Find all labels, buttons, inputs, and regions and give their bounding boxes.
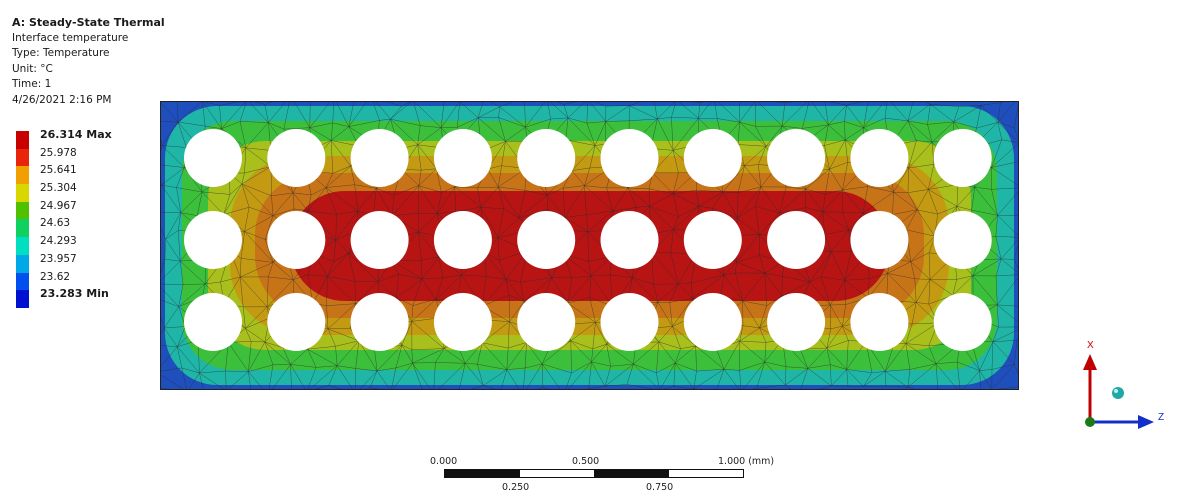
coordinate-triad[interactable]: X Z	[1070, 338, 1170, 438]
legend-label: 24.293	[40, 235, 77, 248]
legend-swatch	[16, 184, 29, 202]
contour-band-red	[290, 191, 890, 301]
hole	[267, 293, 326, 351]
legend-swatch	[16, 131, 29, 149]
z-axis-arrow-head	[1138, 415, 1154, 429]
hole	[767, 129, 826, 187]
hole	[933, 129, 992, 187]
hole	[517, 129, 576, 187]
hole	[850, 129, 909, 187]
hole	[683, 293, 742, 351]
legend-swatch	[16, 272, 29, 291]
hole	[600, 129, 659, 187]
hole	[184, 293, 242, 351]
legend-label: 25.641	[40, 164, 77, 177]
hole	[267, 211, 326, 269]
hole	[433, 129, 492, 187]
hole	[350, 211, 409, 269]
hole	[350, 129, 409, 187]
hole	[517, 293, 576, 351]
result-unit: Unit: °C	[12, 62, 53, 75]
hole	[683, 129, 742, 187]
scale-label-250: 0.250	[502, 482, 530, 493]
y-axis-origin-dot	[1085, 417, 1095, 427]
legend-label: 23.62	[40, 270, 71, 283]
hole	[850, 293, 909, 351]
z-axis-label: Z	[1158, 412, 1164, 423]
scale-bar: 0.000 0.500 1.000 (mm) 0.250 0.750	[430, 456, 790, 496]
legend-swatch	[16, 254, 29, 273]
scale-segment-1	[445, 470, 520, 477]
legend-min-label: 23.283 Min	[40, 287, 109, 301]
x-axis-label: X	[1087, 340, 1094, 351]
plate-outline	[160, 101, 1019, 390]
legend-swatch	[16, 219, 29, 238]
scale-label-0: 0.000	[430, 456, 458, 467]
hole	[850, 211, 909, 269]
hole	[600, 211, 659, 269]
legend-label: 24.63	[40, 217, 71, 230]
scale-segment-3	[594, 470, 669, 477]
scale-label-1000: 1.000 (mm)	[718, 456, 775, 467]
scale-label-750: 0.750	[646, 482, 674, 493]
scale-label-500: 0.500	[572, 456, 600, 467]
legend-label: 23.957	[40, 252, 77, 265]
scale-bar-graphic	[444, 469, 744, 478]
legend-swatch	[16, 290, 29, 308]
hole-pattern	[184, 129, 992, 351]
hole	[767, 293, 826, 351]
hole	[600, 293, 659, 351]
hole	[267, 129, 326, 187]
legend-swatch	[16, 166, 29, 185]
hole	[933, 211, 992, 269]
hole	[433, 293, 492, 351]
x-axis-arrow-head	[1083, 354, 1097, 370]
result-date: 4/26/2021 2:16 PM	[12, 93, 112, 106]
legend-label: 25.304	[40, 182, 77, 195]
hole	[683, 211, 742, 269]
legend-swatch	[16, 148, 29, 167]
hole	[433, 211, 492, 269]
ball-highlight	[1114, 389, 1118, 393]
result-name: Interface temperature	[12, 31, 129, 44]
result-type: Type: Temperature	[12, 47, 110, 60]
hole	[767, 211, 826, 269]
hole	[184, 129, 242, 187]
legend-label: 24.967	[40, 199, 77, 212]
legend-swatch	[16, 237, 29, 255]
result-time: Time: 1	[12, 78, 52, 91]
hole	[350, 293, 409, 351]
legend-max-label: 26.314 Max	[40, 128, 112, 141]
result-info-panel: A: Steady-State Thermal Interface temper…	[12, 15, 165, 109]
analysis-title: A: Steady-State Thermal	[12, 16, 165, 29]
hole	[184, 211, 242, 269]
hole	[517, 211, 576, 269]
legend-swatch	[16, 201, 29, 220]
isometric-view-ball[interactable]	[1112, 387, 1124, 399]
temperature-contour-plot[interactable]	[160, 101, 1019, 390]
hole	[933, 293, 992, 351]
legend-label: 25.978	[40, 146, 77, 159]
